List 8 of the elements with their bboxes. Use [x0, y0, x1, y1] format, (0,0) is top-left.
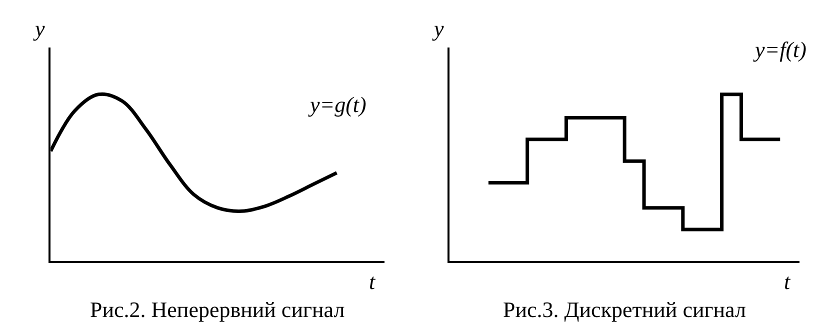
- text: Рис.2. Неперервний сигнал: [90, 297, 345, 322]
- y-axis-title: y: [33, 16, 45, 41]
- annotation: y=g(t): [308, 92, 366, 117]
- text: y=f(t): [753, 37, 806, 62]
- y-axis-title: y: [432, 16, 444, 41]
- x-axis-title: t: [369, 269, 376, 294]
- x-axis-title: t: [784, 269, 791, 294]
- text: Рис.3. Дискретний сигнал: [503, 297, 746, 322]
